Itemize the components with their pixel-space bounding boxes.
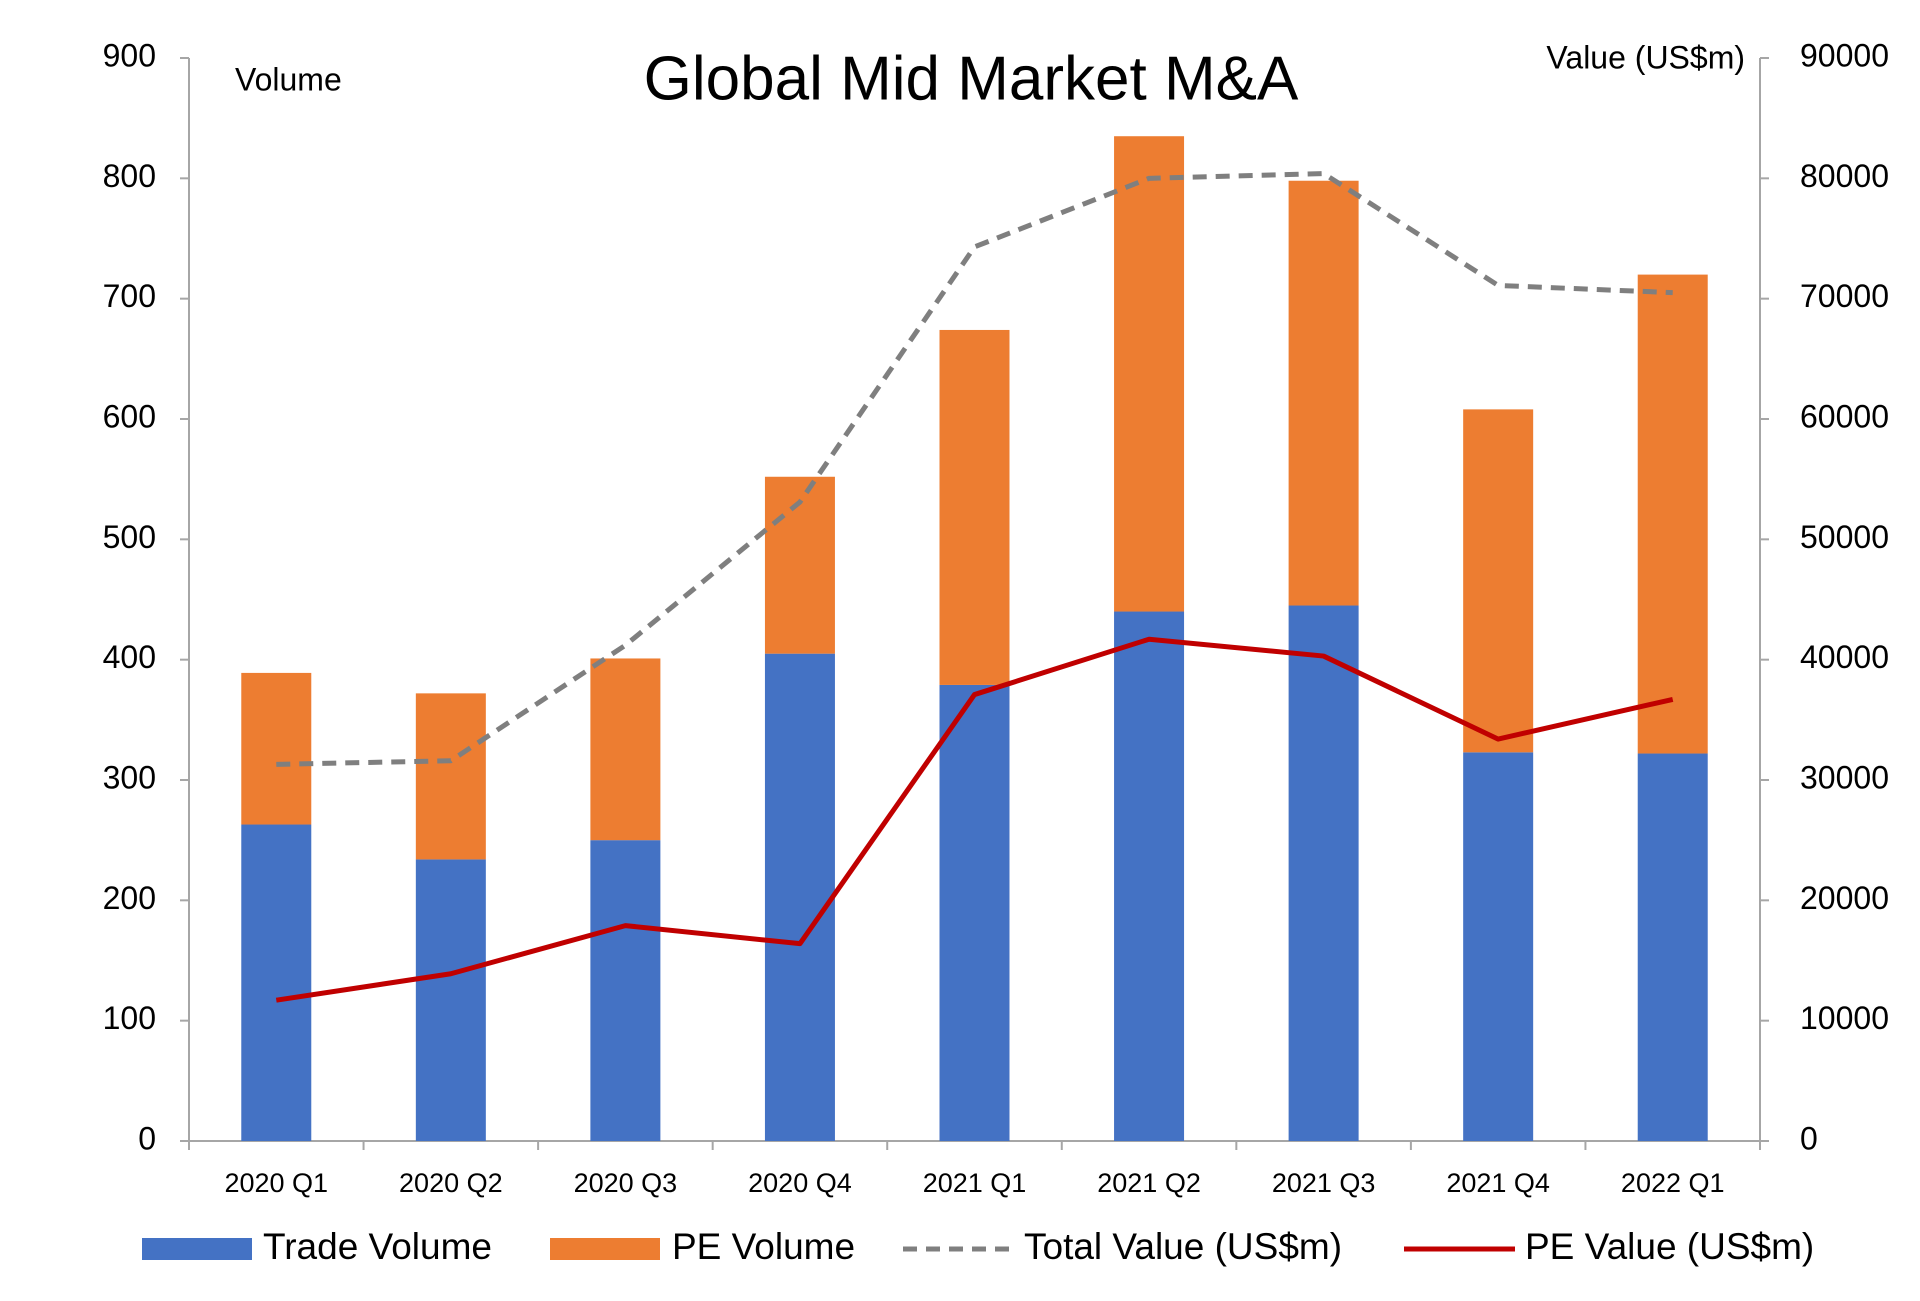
y2-tick-label: 90000 xyxy=(1800,37,1889,73)
y2-tick-label: 80000 xyxy=(1800,158,1889,194)
bar xyxy=(590,658,661,841)
y-tick-label: 600 xyxy=(103,398,156,434)
bar xyxy=(241,672,312,825)
line-series xyxy=(275,636,1674,1003)
y2-tick-label: 60000 xyxy=(1800,398,1889,434)
bar xyxy=(1463,409,1534,753)
legend-swatch xyxy=(142,1238,252,1260)
y2-tick-label: 40000 xyxy=(1800,639,1889,675)
y2-tick-label: 20000 xyxy=(1800,880,1889,916)
bar xyxy=(1288,605,1359,1141)
y-tick-label: 500 xyxy=(103,519,156,555)
bar xyxy=(939,684,1010,1141)
bar xyxy=(415,859,486,1141)
x-tick-label: 2021 Q3 xyxy=(1272,1168,1376,1198)
legend-label: Trade Volume xyxy=(263,1226,492,1267)
legend-label: PE Value (US$m) xyxy=(1525,1226,1814,1267)
y-tick-label: 400 xyxy=(103,639,156,675)
y2-tick-label: 50000 xyxy=(1800,519,1889,555)
y-axis-label: Volume xyxy=(235,61,342,97)
legend-label: PE Volume xyxy=(672,1226,855,1267)
chart-title: Global Mid Market M&A xyxy=(644,44,1299,113)
y-tick-label: 700 xyxy=(103,278,156,314)
bar xyxy=(590,840,661,1141)
bar xyxy=(764,476,835,654)
y-tick-label: 900 xyxy=(103,37,156,73)
x-tick-label: 2020 Q3 xyxy=(574,1168,678,1198)
legend-label: Total Value (US$m) xyxy=(1024,1226,1342,1267)
y-tick-label: 100 xyxy=(103,1000,156,1036)
bar xyxy=(1637,274,1708,754)
x-tick-label: 2021 Q1 xyxy=(923,1168,1027,1198)
y-tick-label: 200 xyxy=(103,880,156,916)
bar xyxy=(1114,611,1185,1141)
bar xyxy=(415,693,486,860)
x-tick-label: 2021 Q2 xyxy=(1097,1168,1201,1198)
x-tick-label: 2020 Q2 xyxy=(399,1168,503,1198)
y2-tick-label: 30000 xyxy=(1800,759,1889,795)
bar xyxy=(764,653,835,1141)
x-tick-label: 2020 Q1 xyxy=(224,1168,328,1198)
bar xyxy=(939,329,1010,685)
bar xyxy=(1288,180,1359,606)
x-tick-label: 2022 Q1 xyxy=(1621,1168,1725,1198)
y2-axis-label: Value (US$m) xyxy=(1546,39,1745,75)
y2-tick-label: 0 xyxy=(1800,1120,1818,1156)
x-tick-label: 2021 Q4 xyxy=(1446,1168,1550,1198)
y-tick-label: 800 xyxy=(103,158,156,194)
y-tick-label: 300 xyxy=(103,759,156,795)
bar xyxy=(241,824,312,1141)
bar xyxy=(1114,136,1185,612)
y2-tick-label: 70000 xyxy=(1800,278,1889,314)
legend-swatch xyxy=(550,1238,660,1260)
bar xyxy=(1637,753,1708,1141)
bar xyxy=(1463,752,1534,1141)
x-tick-label: 2020 Q4 xyxy=(748,1168,852,1198)
y2-tick-label: 10000 xyxy=(1800,1000,1889,1036)
y-tick-label: 0 xyxy=(138,1120,156,1156)
